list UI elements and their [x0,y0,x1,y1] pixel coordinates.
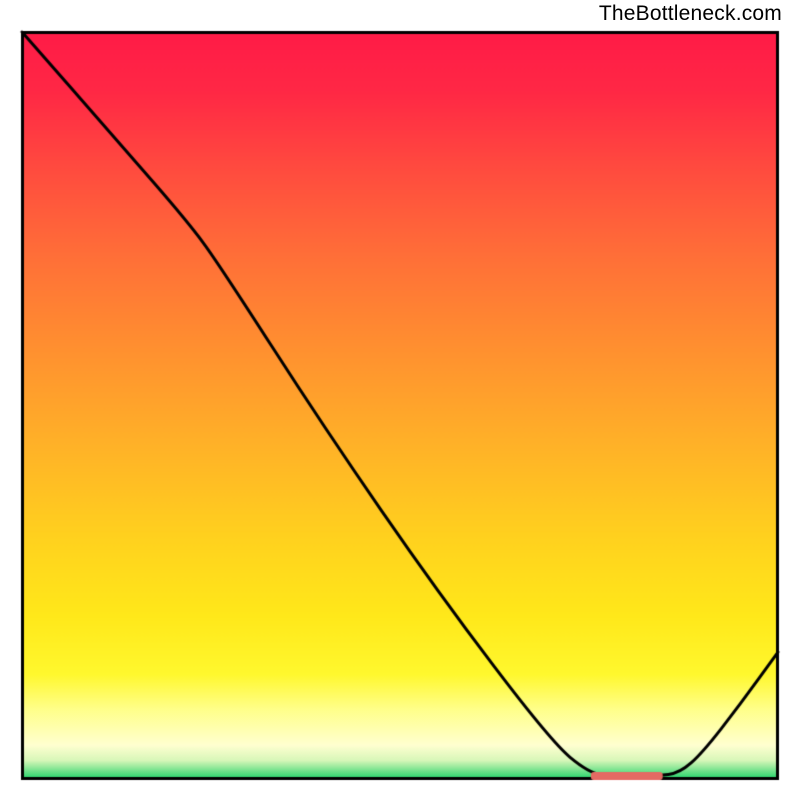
attribution-label: TheBottleneck.com [599,2,782,26]
chart-container: TheBottleneck.com [0,0,800,800]
bottleneck-curve-chart [0,0,800,800]
